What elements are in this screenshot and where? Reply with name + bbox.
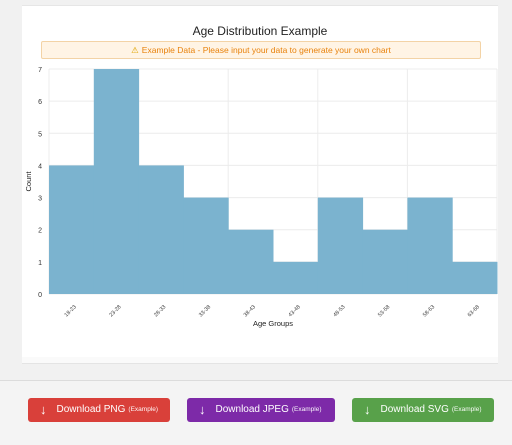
download-png-suffix: (Example) [128, 406, 159, 413]
download-jpeg-label: Download JPEG [215, 404, 289, 415]
y-tick-label: 3 [38, 196, 42, 203]
x-tick-label: 23-28 [108, 304, 122, 318]
y-tick-label: 7 [38, 67, 42, 74]
histogram-bar [49, 165, 95, 294]
x-tick-label: 58-63 [422, 304, 436, 318]
x-axis-title: Age Groups [253, 319, 293, 328]
histogram-bar [183, 197, 229, 294]
download-svg-label: Download SVG [380, 404, 449, 415]
histogram-bar [407, 197, 453, 294]
y-tick-label: 4 [38, 163, 42, 170]
download-arrow-icon: ↓ [40, 402, 47, 417]
y-axis-title: Count [24, 171, 33, 192]
histogram-bar [273, 261, 319, 294]
warning-icon: ⚠ [131, 45, 139, 55]
download-svg-suffix: (Example) [451, 406, 482, 413]
histogram-bar [93, 69, 140, 294]
chart-title: Age Distribution Example [192, 24, 328, 38]
notice-text: Example Data - Please input your data to… [141, 45, 391, 55]
histogram-bar [317, 197, 364, 294]
download-png-button[interactable]: ↓ Download PNG (Example) [28, 398, 170, 422]
histogram-bar [452, 261, 498, 294]
y-tick-label: 0 [38, 292, 42, 299]
y-tick-label: 1 [38, 260, 42, 267]
download-jpeg-suffix: (Example) [291, 406, 322, 413]
y-tick-label: 2 [38, 228, 42, 235]
chart-card: Age Distribution Example ⚠ Example Data -… [22, 5, 498, 358]
x-tick-label: 18-23 [64, 304, 78, 318]
histogram-bar [138, 165, 184, 294]
histogram-chart: 0 1 2 3 4 5 6 7 18-23 23-28 28-33 33-38 38-43 43-48 48… [24, 67, 498, 328]
x-tick-label: 53-58 [377, 304, 391, 318]
example-data-notice: ⚠ Example Data - Please input your data t… [41, 41, 481, 59]
x-tick-label: 38-43 [243, 304, 257, 318]
download-arrow-icon: ↓ [199, 402, 206, 417]
x-tick-label: 48-53 [332, 304, 346, 318]
download-jpeg-button[interactable]: ↓ Download JPEG (Example) [187, 398, 335, 422]
x-tick-label: 63-68 [467, 304, 481, 318]
x-tick-label: 33-38 [198, 304, 212, 318]
download-arrow-icon: ↓ [364, 402, 371, 417]
download-toolbar: ↓ Download PNG (Example) ↓ Download JPEG… [0, 380, 512, 445]
histogram-bar [362, 229, 408, 294]
download-png-label: Download PNG [56, 404, 126, 415]
download-svg-button[interactable]: ↓ Download SVG (Example) [352, 398, 494, 422]
x-tick-label: 28-33 [153, 304, 167, 318]
y-tick-label: 6 [38, 99, 42, 106]
histogram-bar [228, 229, 274, 294]
y-tick-label: 5 [38, 131, 42, 138]
x-tick-label: 43-48 [288, 304, 302, 318]
card-bottom-edge [22, 357, 498, 364]
